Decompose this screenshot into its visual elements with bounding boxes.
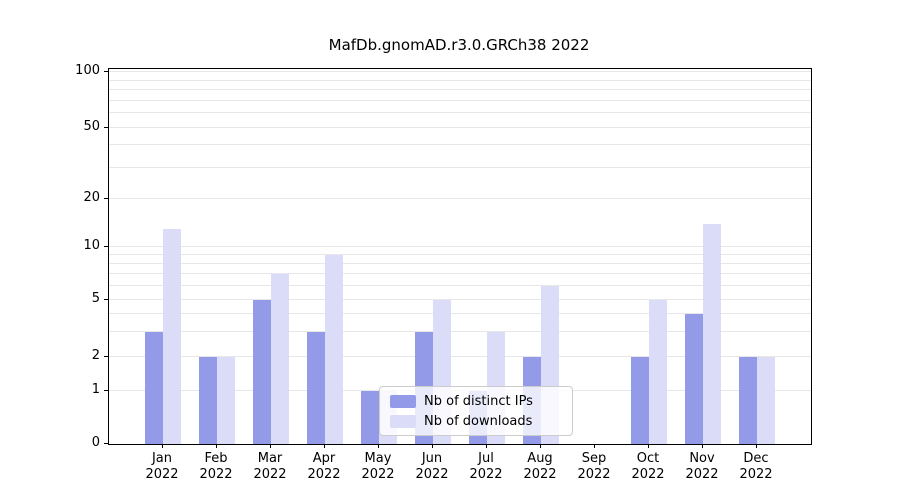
bar-downloads: [325, 255, 343, 444]
bar-distinct-ips: [685, 313, 703, 444]
x-tick-mark: [594, 444, 595, 448]
gridline: [109, 79, 811, 81]
gridline: [109, 126, 811, 128]
x-tick-mark: [648, 444, 649, 448]
x-tick-label: Aug 2022: [523, 451, 557, 482]
chart-title: MafDb.gnomAD.r3.0.GRCh38 2022: [328, 36, 590, 54]
x-tick-mark: [756, 444, 757, 448]
bar-distinct-ips: [145, 331, 163, 444]
x-tick-label: Nov 2022: [685, 451, 719, 482]
y-tick-mark: [104, 356, 108, 357]
x-tick-label: Jul 2022: [469, 451, 503, 482]
bar-distinct-ips: [361, 391, 379, 444]
y-tick-label: 100: [75, 63, 100, 78]
gridline: [109, 144, 811, 146]
x-tick-label: Sep 2022: [577, 451, 611, 482]
x-tick-mark: [324, 444, 325, 448]
x-tick-label: Jun 2022: [415, 451, 449, 482]
gridline: [109, 166, 811, 168]
legend-swatch-downloads-icon: [390, 414, 416, 428]
x-tick-mark: [162, 444, 163, 448]
x-tick-label: Oct 2022: [631, 451, 665, 482]
gridline: [109, 246, 811, 248]
y-tick-mark: [104, 246, 108, 248]
legend-label-downloads: Nb of downloads: [424, 413, 533, 429]
legend: Nb of distinct IPs Nb of downloads: [379, 386, 573, 436]
gridline: [109, 330, 811, 332]
x-tick-mark: [270, 444, 271, 448]
gridline: [109, 89, 811, 90]
legend-item-distinct-ips: Nb of distinct IPs: [390, 394, 562, 409]
x-tick-mark: [702, 444, 703, 448]
x-tick-mark: [486, 444, 487, 448]
x-tick-label: Feb 2022: [199, 451, 233, 482]
gridline: [109, 198, 811, 200]
x-tick-label: Apr 2022: [307, 451, 341, 482]
y-tick-label: 50: [83, 118, 100, 134]
y-tick-label: 5: [91, 291, 100, 306]
y-tick-label: 2: [91, 348, 100, 363]
legend-item-downloads: Nb of downloads: [390, 414, 562, 429]
x-tick-mark: [378, 444, 379, 448]
bar-downloads: [649, 300, 667, 444]
bar-distinct-ips: [631, 357, 649, 444]
legend-swatch-distinct-ips-icon: [390, 394, 416, 408]
y-tick-mark: [104, 198, 108, 200]
bar-distinct-ips: [253, 300, 271, 444]
bar-downloads: [271, 274, 289, 444]
x-tick-label: Jan 2022: [145, 451, 179, 482]
x-tick-mark: [540, 444, 541, 448]
gridline: [109, 285, 811, 287]
x-tick-mark: [432, 444, 433, 448]
gridline: [109, 299, 811, 300]
y-tick-label: 20: [83, 190, 100, 206]
y-tick-mark: [104, 390, 108, 392]
plot-area: Nb of distinct IPs Nb of downloads: [108, 68, 812, 445]
gridline: [109, 356, 811, 357]
y-tick-label: 0: [91, 435, 100, 450]
y-tick-label: 10: [83, 238, 100, 254]
y-tick-label: 1: [91, 382, 100, 398]
y-tick-mark: [104, 126, 108, 128]
bar-distinct-ips: [199, 357, 217, 444]
gridline: [109, 263, 811, 265]
bar-distinct-ips: [307, 331, 325, 444]
gridline: [109, 99, 811, 101]
bar-downloads: [163, 228, 181, 444]
gridline: [109, 71, 811, 72]
x-tick-label: May 2022: [361, 451, 395, 482]
y-tick-mark: [104, 299, 108, 300]
x-tick-mark: [216, 444, 217, 448]
bar-downloads: [703, 223, 721, 444]
gridline: [109, 312, 811, 314]
gridline: [109, 273, 811, 275]
legend-label-distinct-ips: Nb of distinct IPs: [424, 393, 533, 409]
gridline: [109, 254, 811, 256]
y-tick-mark: [104, 71, 108, 72]
x-tick-label: Dec 2022: [739, 451, 773, 482]
bar-downloads: [217, 357, 235, 444]
bar-downloads: [757, 357, 775, 444]
y-tick-mark: [104, 443, 108, 444]
gridline: [109, 112, 811, 114]
x-tick-label: Mar 2022: [253, 451, 287, 482]
bar-distinct-ips: [739, 357, 757, 444]
